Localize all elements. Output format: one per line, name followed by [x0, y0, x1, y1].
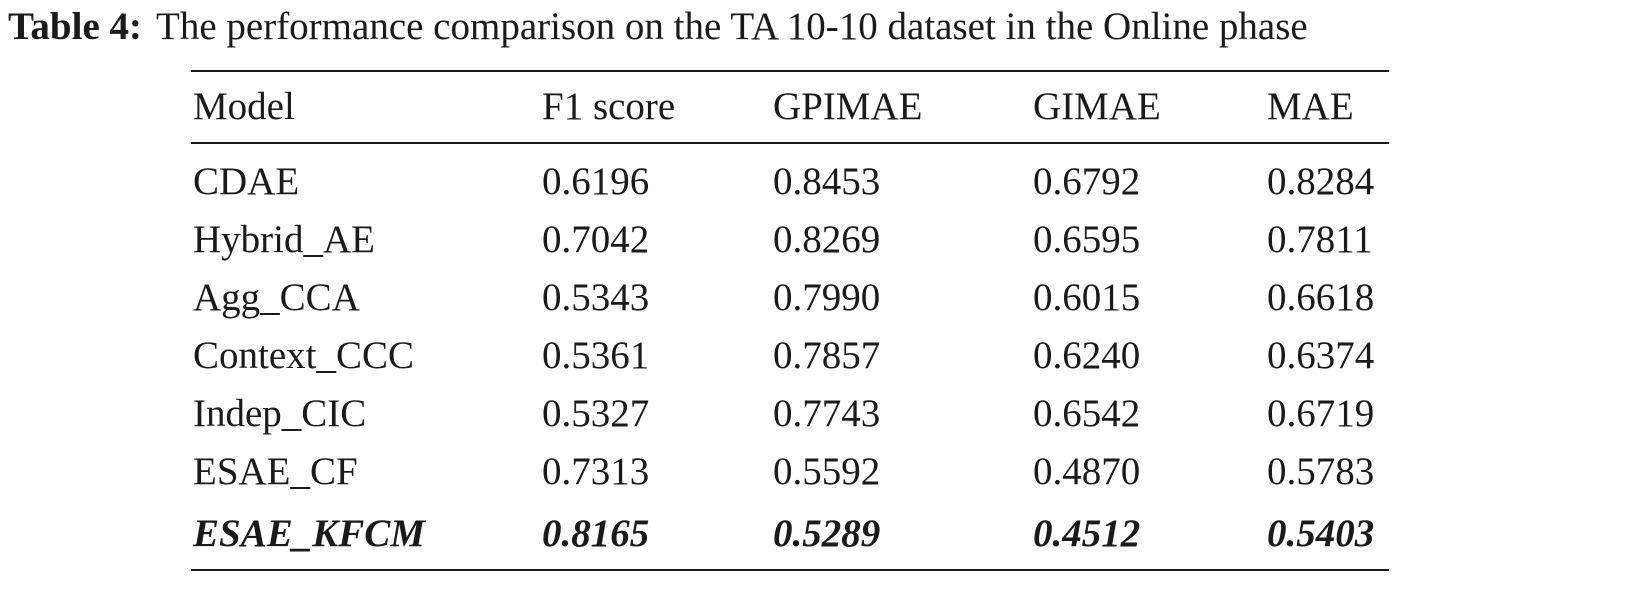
model-cell: CDAE: [193, 160, 300, 203]
gimae-cell: 0.4870: [1033, 450, 1141, 493]
mae-cell: 0.8284: [1267, 160, 1375, 203]
table-header-row: Model F1 score GPIMAE GIMAE MAE: [0, 78, 1625, 136]
model-cell: Hybrid_AE: [193, 218, 375, 261]
model-cell: Agg_CCA: [193, 276, 360, 319]
header-f1-score: F1 score: [542, 85, 676, 128]
bottom-rule: [191, 569, 1389, 571]
gimae-cell: 0.6595: [1033, 218, 1141, 261]
gimae-cell: 0.6542: [1033, 392, 1141, 435]
table-row: Hybrid_AE 0.7042 0.8269 0.6595 0.7811: [0, 211, 1625, 269]
f1-score-cell: 0.6196: [542, 160, 650, 203]
mae-cell: 0.6618: [1267, 276, 1375, 319]
mae-cell: 0.5783: [1267, 450, 1375, 493]
gpimae-cell: 0.7857: [773, 334, 881, 377]
model-cell: Indep_CIC: [193, 392, 367, 435]
header-gpimae: GPIMAE: [773, 85, 923, 128]
gpimae-cell: 0.5592: [773, 450, 881, 493]
f1-score-cell: 0.5343: [542, 276, 650, 319]
model-cell: ESAE_CF: [193, 450, 358, 493]
f1-score-cell: 0.7042: [542, 218, 650, 261]
table-row-best: ESAE_KFCM 0.8165 0.5289 0.4512 0.5403: [0, 505, 1625, 563]
table-row: Agg_CCA 0.5343 0.7990 0.6015 0.6618: [0, 269, 1625, 327]
table-row: CDAE 0.6196 0.8453 0.6792 0.8284: [0, 153, 1625, 211]
gpimae-cell: 0.7743: [773, 392, 881, 435]
gpimae-cell: 0.8453: [773, 160, 881, 203]
gimae-cell: 0.4512: [1033, 512, 1141, 555]
table-row: Context_CCC 0.5361 0.7857 0.6240 0.6374: [0, 327, 1625, 385]
header-mae: MAE: [1267, 85, 1354, 128]
top-rule: [191, 70, 1389, 72]
f1-score-cell: 0.8165: [542, 512, 650, 555]
mae-cell: 0.7811: [1267, 218, 1373, 261]
table-title: The performance comparison on the TA 10-…: [156, 5, 1308, 48]
gimae-cell: 0.6792: [1033, 160, 1141, 203]
gpimae-cell: 0.5289: [773, 512, 881, 555]
model-cell: Context_CCC: [193, 334, 415, 377]
table-caption: Table 4: The performance comparison on th…: [8, 2, 1308, 52]
gimae-cell: 0.6240: [1033, 334, 1141, 377]
mae-cell: 0.5403: [1267, 512, 1375, 555]
header-model: Model: [193, 85, 295, 128]
gpimae-cell: 0.7990: [773, 276, 881, 319]
header-gimae: GIMAE: [1033, 85, 1161, 128]
table-row: ESAE_CF 0.7313 0.5592 0.4870 0.5783: [0, 443, 1625, 501]
f1-score-cell: 0.5327: [542, 392, 650, 435]
mae-cell: 0.6719: [1267, 392, 1375, 435]
model-cell: ESAE_KFCM: [193, 512, 425, 555]
f1-score-cell: 0.5361: [542, 334, 650, 377]
mae-cell: 0.6374: [1267, 334, 1375, 377]
f1-score-cell: 0.7313: [542, 450, 650, 493]
table-number: Table 4:: [8, 5, 143, 48]
gimae-cell: 0.6015: [1033, 276, 1141, 319]
gpimae-cell: 0.8269: [773, 218, 881, 261]
table-row: Indep_CIC 0.5327 0.7743 0.6542 0.6719: [0, 385, 1625, 443]
header-rule: [191, 142, 1389, 144]
